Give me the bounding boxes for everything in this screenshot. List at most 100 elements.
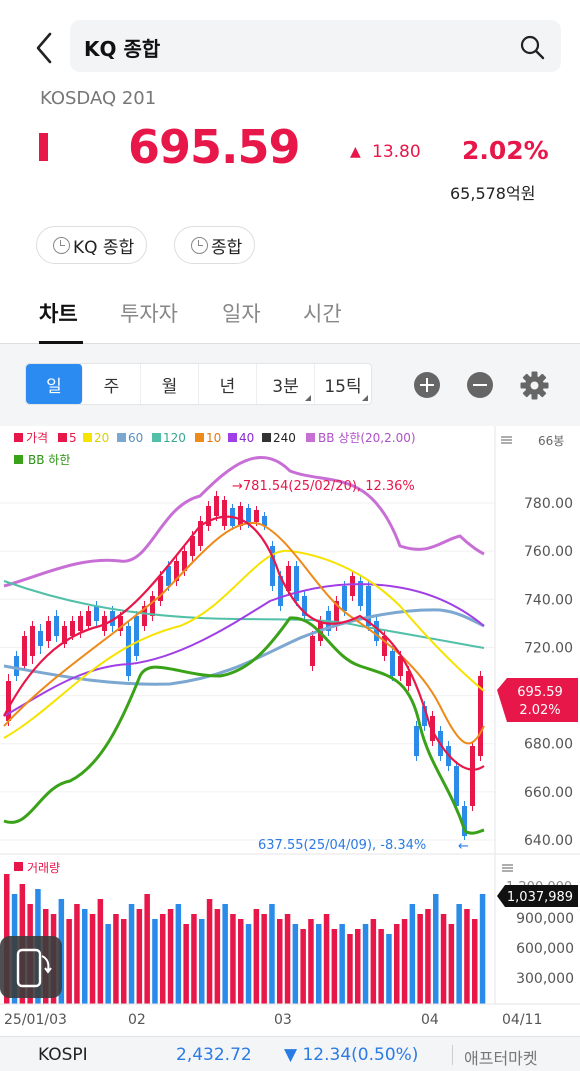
ticker-change-value: ▼ 12.34 bbox=[284, 1045, 352, 1065]
settings-gear-icon[interactable] bbox=[520, 371, 549, 400]
volume-bar bbox=[97, 899, 104, 1004]
after-market-link[interactable]: 애프터마켓 bbox=[464, 1049, 538, 1068]
candle-body bbox=[6, 681, 11, 721]
volume-bar bbox=[401, 919, 408, 1004]
volume-tick: 600,000 bbox=[516, 941, 574, 957]
y-tick-label: 740.00 bbox=[524, 592, 573, 608]
search-icon[interactable] bbox=[519, 34, 545, 60]
candle-body bbox=[150, 596, 155, 616]
zoom-out-button[interactable] bbox=[467, 372, 493, 398]
legend-bb-upper-swatch bbox=[306, 433, 315, 442]
volume-bar bbox=[409, 904, 416, 1004]
tab-chart[interactable]: 차트 bbox=[39, 302, 78, 326]
volume-bars bbox=[4, 874, 486, 1004]
tab-investor[interactable]: 투자자 bbox=[120, 302, 178, 326]
clock-icon bbox=[53, 236, 70, 254]
candle-body bbox=[462, 806, 467, 836]
candle-body bbox=[350, 576, 355, 596]
period-3min[interactable]: 3분 bbox=[257, 364, 315, 404]
period-month[interactable]: 월 bbox=[141, 364, 199, 404]
volume-tick: 900,000 bbox=[516, 911, 574, 927]
tab-time[interactable]: 시간 bbox=[303, 302, 342, 326]
candle-body bbox=[174, 561, 179, 581]
y-tick-label: 720.00 bbox=[524, 640, 573, 656]
volume-bar bbox=[238, 919, 244, 1004]
ticker-name: KOSPI bbox=[38, 1045, 88, 1065]
back-arrow-icon[interactable] bbox=[28, 28, 68, 68]
ticker-change: ▼ 12.34(0.50%) bbox=[284, 1045, 418, 1065]
volume-bar bbox=[89, 914, 96, 1004]
trade-amount: 65,578억원 bbox=[450, 184, 536, 203]
ma20-line bbox=[3, 549, 485, 739]
volume-current-value: 1,037,989 bbox=[507, 890, 573, 905]
candle-body bbox=[166, 566, 171, 586]
chart-legend: 가격 5 20 60 120 10 40 240 BB 상한(20,2.00) … bbox=[14, 431, 564, 467]
volume-bar bbox=[479, 894, 486, 1004]
volume-bar bbox=[121, 919, 127, 1004]
volume-bar bbox=[394, 924, 400, 1004]
volume-bar bbox=[136, 909, 143, 1004]
ma60-line bbox=[3, 608, 485, 686]
legend-ma5: 5 bbox=[69, 431, 77, 445]
period-year[interactable]: 년 bbox=[199, 364, 257, 404]
chip-kq-composite[interactable]: KQ 종합 bbox=[36, 226, 148, 264]
legend-ma120-swatch bbox=[152, 433, 161, 442]
candle-body bbox=[334, 601, 339, 626]
bottom-ticker[interactable]: KOSPI 2,432.72 ▼ 12.34(0.50%) 애프터마켓 bbox=[0, 1036, 580, 1071]
volume-bar bbox=[323, 914, 330, 1004]
candle-body bbox=[134, 616, 139, 656]
candle-body bbox=[238, 506, 243, 526]
up-marker bbox=[39, 133, 48, 161]
rotate-screen-button[interactable] bbox=[0, 936, 62, 998]
legend-price-swatch bbox=[14, 433, 23, 442]
volume-bar bbox=[206, 899, 213, 1004]
volume-bar bbox=[128, 904, 135, 1004]
chart-gridlines: 780.00 760.00 740.00 720.00 680.00 660.00 640.… bbox=[0, 426, 573, 1004]
indicator-lines bbox=[3, 455, 485, 835]
candle-body bbox=[14, 656, 19, 676]
current-price-tag-pct: 2.02% bbox=[519, 703, 560, 718]
index-title: KQ 종합 bbox=[84, 37, 161, 61]
current-price-tag-value: 695.59 bbox=[517, 685, 563, 700]
candle-body bbox=[198, 521, 203, 546]
chart-toolbar: 일 주 월 년 3분 15틱 bbox=[0, 344, 580, 426]
volume-bar bbox=[66, 919, 72, 1004]
legend-ma60: 60 bbox=[128, 431, 143, 445]
x-label: 04/11 bbox=[502, 1012, 542, 1028]
volume-bar bbox=[464, 909, 470, 1004]
candle-body bbox=[374, 621, 379, 641]
volume-bar bbox=[74, 904, 80, 1004]
zoom-in-button[interactable] bbox=[414, 372, 440, 398]
chip-composite[interactable]: 종합 bbox=[174, 226, 256, 264]
ma40-line bbox=[3, 583, 485, 717]
candle-body bbox=[470, 746, 475, 806]
volume-bar bbox=[230, 914, 236, 1004]
legend-volume: 거래량 bbox=[27, 861, 60, 875]
search-bar[interactable]: KQ 종합 bbox=[70, 20, 561, 72]
volume-bar bbox=[355, 929, 361, 1004]
volume-bar bbox=[378, 929, 384, 1004]
period-week[interactable]: 주 bbox=[83, 364, 141, 404]
legend-bb-lower-swatch bbox=[14, 455, 23, 464]
period-3min-label: 3분 bbox=[272, 376, 299, 397]
legend-ma40: 40 bbox=[239, 431, 254, 445]
bb_upper-line bbox=[3, 455, 485, 588]
candle-body bbox=[422, 706, 427, 726]
index-subtitle: KOSDAQ 201 bbox=[40, 88, 157, 109]
period-day[interactable]: 일 bbox=[26, 364, 83, 404]
volume-bar bbox=[160, 914, 166, 1004]
price-chart[interactable]: 780.00 760.00 740.00 720.00 680.00 660.00 640.… bbox=[0, 426, 580, 1036]
period-15tick[interactable]: 15틱 bbox=[315, 364, 371, 404]
candle-body bbox=[262, 516, 267, 526]
volume-bar bbox=[269, 904, 275, 1004]
divider bbox=[452, 1045, 453, 1065]
volume-bar bbox=[284, 914, 291, 1004]
low-arrow-icon: ← bbox=[458, 839, 469, 854]
candle-body bbox=[126, 626, 131, 676]
candle-body bbox=[398, 656, 403, 676]
tab-daily[interactable]: 일자 bbox=[222, 302, 261, 326]
candle-body bbox=[366, 586, 371, 626]
period-15tick-label: 15틱 bbox=[324, 376, 362, 397]
x-label: 03 bbox=[274, 1012, 292, 1028]
legend-price: 가격 bbox=[26, 431, 48, 445]
